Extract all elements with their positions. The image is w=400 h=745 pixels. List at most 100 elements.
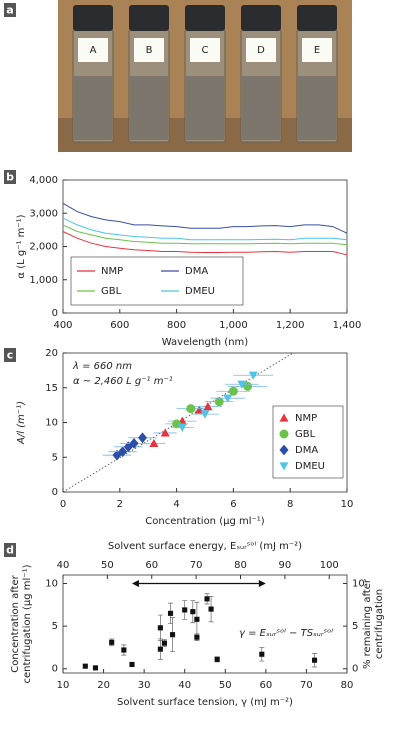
y-axis-label: Concentration after	[10, 574, 21, 672]
x-tick-label: 800	[167, 320, 186, 331]
x-tick-label: 600	[110, 320, 129, 331]
point	[177, 423, 187, 432]
point	[157, 625, 163, 631]
y2-tick-label: 5	[352, 621, 358, 632]
line	[62, 202, 348, 234]
x-tick-label: 6	[230, 499, 236, 510]
x2-axis-label: Solvent surface energy, Eₛᵤᵣˢᵒˡ (mJ m⁻²)	[108, 541, 302, 552]
y-tick-label: 5	[52, 621, 58, 632]
x-tick-label: 70	[300, 680, 313, 691]
x-tick-label: 10	[57, 680, 70, 691]
y-axis-label: α (L g⁻¹ m⁻¹)	[16, 214, 27, 278]
x-tick-label: 8	[287, 499, 293, 510]
annotation: λ = 660 nm	[72, 361, 132, 372]
vial-liquid	[186, 76, 224, 140]
point	[118, 446, 128, 458]
vial-label: B	[146, 45, 153, 56]
annotation: α ~ 2,460 L g⁻¹ m⁻¹	[73, 376, 173, 387]
y2-axis-label: % remaining after	[362, 578, 373, 669]
plot-frame	[62, 574, 348, 674]
line	[62, 217, 348, 241]
point	[200, 410, 210, 419]
panel-label-box	[4, 170, 16, 184]
legend-label: GBL	[101, 286, 122, 297]
y-tick-label: 15	[45, 383, 58, 394]
x2-tick-label: 80	[234, 560, 247, 571]
x-tick-label: 20	[97, 680, 110, 691]
panel-label: c	[7, 349, 14, 362]
point	[259, 651, 265, 657]
point	[194, 634, 200, 640]
vial-cap	[241, 5, 281, 31]
y-tick-label: 10	[45, 579, 58, 590]
x2-tick-label: 100	[320, 560, 339, 571]
x-tick-label: 1,400	[333, 320, 362, 331]
legend-label: NMP	[101, 266, 123, 277]
x2-tick-label: 40	[57, 560, 70, 571]
vial-label: E	[314, 45, 320, 56]
point	[203, 402, 213, 411]
annotation: γ = Eₛᵤᵣˢᵒˡ − TSₛᵤᵣˢᵒˡ	[239, 628, 333, 639]
vial-label-box	[190, 38, 220, 62]
legend-swatch	[279, 413, 289, 422]
point	[109, 639, 115, 645]
point	[157, 646, 163, 652]
vial-label: A	[90, 45, 97, 56]
panel-label-box	[4, 543, 16, 557]
legend-swatch	[279, 429, 289, 439]
point	[82, 663, 88, 669]
x-tick-label: 1,200	[276, 320, 305, 331]
y-tick-label: 10	[45, 418, 58, 429]
point	[121, 647, 127, 653]
vial-liquid	[74, 76, 112, 140]
vial-liquid	[298, 76, 336, 140]
x-tick-label: 30	[138, 680, 151, 691]
point	[149, 438, 159, 447]
y-tick-label: 0	[52, 664, 58, 675]
legend-label: DMEU	[295, 461, 325, 472]
point	[248, 371, 258, 380]
vial-label-box	[246, 38, 276, 62]
point	[223, 394, 233, 403]
x2-tick-label: 70	[190, 560, 203, 571]
point	[228, 386, 238, 396]
y-tick-label: 4,000	[29, 175, 58, 186]
y-axis-label: centrifugation (μg ml⁻¹)	[22, 564, 33, 683]
y-tick-label: 2,000	[29, 242, 58, 253]
panel-label-box	[4, 348, 16, 362]
x-tick-label: 80	[341, 680, 354, 691]
vial-liquid	[242, 76, 280, 140]
legend-swatch	[279, 444, 289, 456]
panel-label: a	[6, 4, 13, 17]
vial-label-box	[302, 38, 332, 62]
y-tick-label: 0	[52, 487, 58, 498]
y-tick-label: 20	[45, 348, 58, 359]
x-axis-label: Solvent surface tension, γ (mJ m⁻²)	[117, 697, 293, 708]
arrow-head	[258, 580, 266, 588]
point	[214, 656, 220, 662]
y-tick-label: 5	[52, 452, 58, 463]
legend-label: DMEU	[185, 286, 215, 297]
x2-tick-label: 90	[279, 560, 292, 571]
vial-label: D	[257, 45, 265, 56]
x-tick-label: 60	[259, 680, 272, 691]
panel-label-box	[4, 3, 16, 17]
point	[208, 606, 214, 612]
point	[190, 609, 196, 615]
x-tick-label: 1,000	[219, 320, 248, 331]
x-tick-label: 2	[117, 499, 123, 510]
vial-cap	[73, 5, 113, 31]
point	[161, 640, 167, 646]
legend-swatch	[279, 462, 289, 471]
point	[172, 419, 182, 429]
y-tick-label: 0	[52, 308, 58, 319]
point	[129, 661, 135, 668]
point	[129, 437, 139, 449]
point	[92, 665, 99, 671]
legend-label: DMA	[295, 445, 318, 456]
x-tick-label: 10	[341, 499, 354, 510]
point	[311, 657, 318, 663]
legend-label: NMP	[295, 413, 317, 424]
point	[204, 596, 210, 602]
